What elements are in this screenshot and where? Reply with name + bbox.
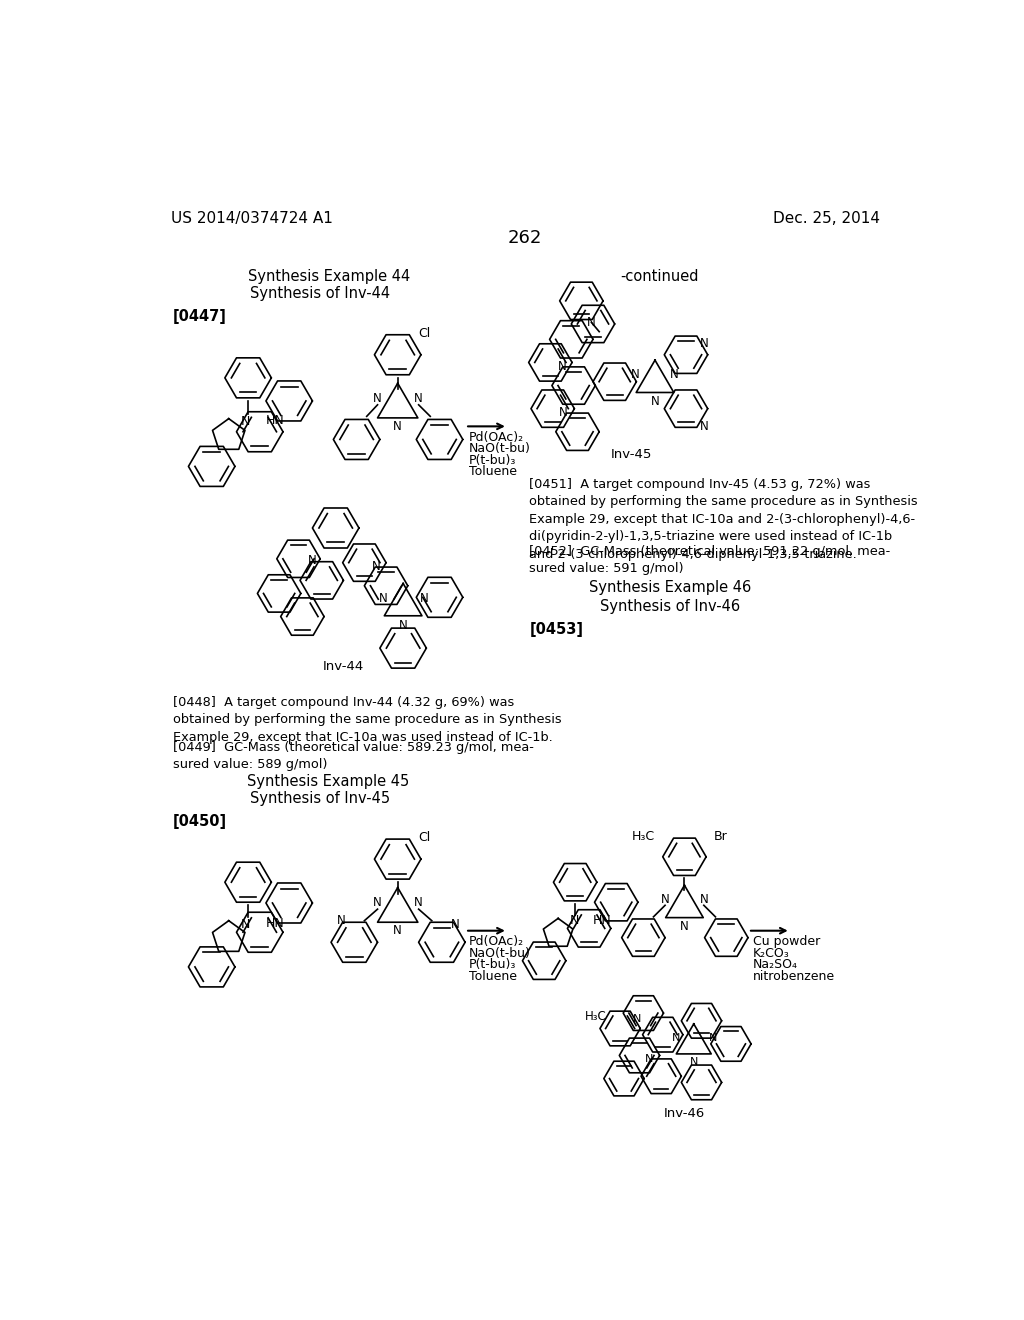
Text: N: N <box>660 892 670 906</box>
Text: Cu powder: Cu powder <box>753 935 820 948</box>
Text: 262: 262 <box>508 228 542 247</box>
Text: N: N <box>633 1014 641 1024</box>
Text: N: N <box>373 896 382 909</box>
Text: Dec. 25, 2014: Dec. 25, 2014 <box>773 211 880 226</box>
Text: HN: HN <box>593 915 611 927</box>
Text: [0449]  GC-Mass (theoretical value: 589.23 g/mol, mea-
sured value: 589 g/mol): [0449] GC-Mass (theoretical value: 589.2… <box>173 741 534 771</box>
Text: Pd(OAc)₂: Pd(OAc)₂ <box>469 935 524 948</box>
Text: Synthesis of Inv-44: Synthesis of Inv-44 <box>250 286 390 301</box>
Text: N: N <box>650 395 659 408</box>
Text: N: N <box>420 591 428 605</box>
Text: N: N <box>451 917 460 931</box>
Text: Synthesis Example 45: Synthesis Example 45 <box>247 775 409 789</box>
Text: N: N <box>672 1032 680 1043</box>
Text: HN: HN <box>266 916 285 929</box>
Text: N: N <box>241 917 251 931</box>
Text: N: N <box>558 360 566 372</box>
Text: N: N <box>645 1055 653 1064</box>
Text: Synthesis of Inv-46: Synthesis of Inv-46 <box>600 599 740 614</box>
Text: N: N <box>699 892 709 906</box>
Text: Na₂SO₄: Na₂SO₄ <box>753 958 798 972</box>
Text: N: N <box>680 920 689 933</box>
Text: Inv-45: Inv-45 <box>611 449 652 462</box>
Text: Synthesis Example 46: Synthesis Example 46 <box>590 581 752 595</box>
Text: Toluene: Toluene <box>469 465 517 478</box>
Text: [0450]: [0450] <box>173 814 227 829</box>
Text: N: N <box>373 392 382 405</box>
Text: Inv-44: Inv-44 <box>323 660 365 673</box>
Text: N: N <box>393 924 402 937</box>
Text: [0451]  A target compound Inv-45 (4.53 g, 72%) was
obtained by performing the sa: [0451] A target compound Inv-45 (4.53 g,… <box>529 478 919 561</box>
Text: -continued: -continued <box>621 269 698 284</box>
Text: [0448]  A target compound Inv-44 (4.32 g, 69%) was
obtained by performing the sa: [0448] A target compound Inv-44 (4.32 g,… <box>173 696 561 744</box>
Text: N: N <box>398 619 408 631</box>
Text: N: N <box>569 915 580 927</box>
Text: HN: HN <box>266 413 285 426</box>
Text: P(t-bu)₃: P(t-bu)₃ <box>469 454 516 467</box>
Text: nitrobenzene: nitrobenzene <box>753 970 835 982</box>
Text: N: N <box>372 560 380 573</box>
Text: K₂CO₃: K₂CO₃ <box>753 946 790 960</box>
Text: N: N <box>393 420 402 433</box>
Text: N: N <box>241 416 251 428</box>
Text: Synthesis of Inv-45: Synthesis of Inv-45 <box>250 792 390 807</box>
Text: Cl: Cl <box>419 832 431 843</box>
Text: N: N <box>415 896 423 909</box>
Text: N: N <box>631 367 640 380</box>
Text: H₃C: H₃C <box>632 829 655 842</box>
Text: N: N <box>670 367 679 380</box>
Text: N: N <box>700 337 709 350</box>
Text: N: N <box>415 392 423 405</box>
Text: [0453]: [0453] <box>529 622 584 638</box>
Text: NaO(t-bu): NaO(t-bu) <box>469 946 530 960</box>
Text: [0447]: [0447] <box>173 309 227 323</box>
Text: US 2014/0374724 A1: US 2014/0374724 A1 <box>171 211 333 226</box>
Text: N: N <box>308 554 316 566</box>
Text: N: N <box>559 407 568 418</box>
Text: Pd(OAc)₂: Pd(OAc)₂ <box>469 430 524 444</box>
Text: N: N <box>587 315 596 329</box>
Text: Cl: Cl <box>419 327 431 341</box>
Text: Toluene: Toluene <box>469 970 517 982</box>
Text: N: N <box>709 1032 718 1043</box>
Text: Inv-46: Inv-46 <box>664 1106 706 1119</box>
Text: [0452]  GC-Mass (theoretical value: 591.22 g/mol, mea-
sured value: 591 g/mol): [0452] GC-Mass (theoretical value: 591.2… <box>529 545 891 576</box>
Text: H₃C: H₃C <box>586 1010 607 1023</box>
Text: N: N <box>337 915 345 927</box>
Text: Synthesis Example 44: Synthesis Example 44 <box>249 269 411 284</box>
Text: N: N <box>700 420 709 433</box>
Text: N: N <box>379 591 388 605</box>
Text: NaO(t-bu): NaO(t-bu) <box>469 442 530 455</box>
Text: P(t-bu)₃: P(t-bu)₃ <box>469 958 516 972</box>
Text: Br: Br <box>714 829 728 842</box>
Text: N: N <box>689 1057 698 1068</box>
